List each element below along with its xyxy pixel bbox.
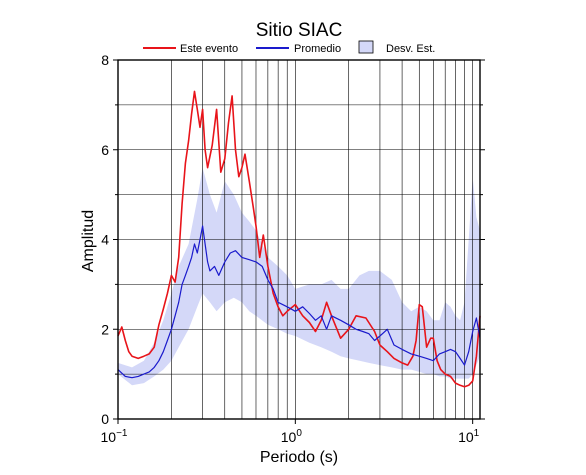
este-evento-line	[117, 90, 481, 388]
x-axis-title: Periodo (s)	[260, 449, 338, 466]
std-dev-band	[118, 167, 480, 386]
x-tick-label: 100	[281, 428, 303, 445]
promedio-line	[117, 225, 481, 379]
y-tick-label: 2	[101, 321, 109, 337]
x-tick-label: 10−1	[101, 428, 128, 445]
y-tick-label: 4	[101, 232, 109, 248]
y-axis-title: Amplitud	[80, 210, 97, 272]
y-tick-label: 6	[101, 142, 109, 158]
x-tick-label: 101	[458, 428, 480, 445]
x-tick-exponent: 0	[296, 428, 302, 439]
chart-title: Sitio SIAC	[256, 20, 343, 41]
series-layer	[117, 90, 481, 388]
legend: Este evento Promedio Desv. Est.	[143, 40, 435, 55]
y-tick-label: 0	[101, 411, 109, 427]
grid-layer	[117, 59, 480, 420]
x-tick-exponent: −1	[116, 428, 128, 439]
legend-label: Este evento	[180, 43, 238, 55]
legend-label: Desv. Est.	[386, 43, 435, 55]
legend-swatch	[358, 40, 374, 54]
std-dev-band-layer	[118, 167, 480, 386]
y-tick-label: 8	[101, 52, 109, 68]
legend-label: Promedio	[294, 43, 341, 55]
x-tick-exponent: 1	[474, 428, 480, 439]
